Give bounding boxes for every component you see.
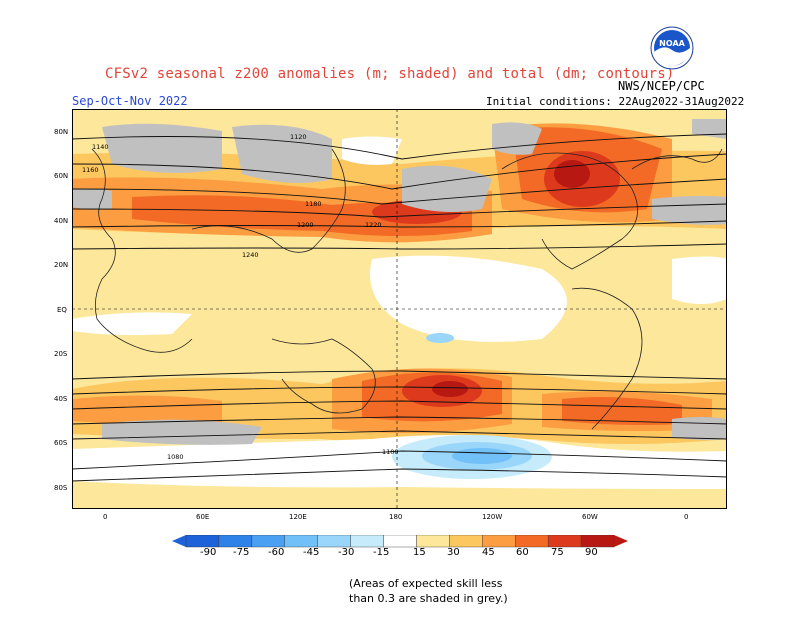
skill-mask-alaska: [492, 122, 542, 155]
skill-mask-south-atlantic: [672, 417, 727, 441]
initial-conditions-label: Initial conditions: 22Aug2022-31Aug2022: [486, 95, 745, 108]
colorbar-swatch: [383, 535, 417, 548]
colorbar-label: -90: [200, 547, 217, 558]
colorbar: [172, 535, 628, 548]
colorbar-swatch: [185, 535, 220, 548]
colorbar-label: 90: [585, 547, 598, 558]
contour-label: 1220: [365, 221, 382, 229]
lon-label: 120W: [482, 513, 503, 521]
colorbar-swatch: [482, 535, 516, 548]
colorbar-swatch: [449, 535, 483, 548]
contour-label: 1120: [290, 133, 307, 141]
skill-mask-west-europe: [72, 188, 112, 210]
lon-label: 0: [103, 513, 108, 521]
logo-text: NOAA: [659, 39, 685, 48]
anomaly-south-atlantic-strong: [562, 397, 682, 425]
anomaly-core-south-pacific-max: [432, 381, 468, 397]
skill-mask-siberia: [232, 124, 332, 183]
colorbar-label: -60: [268, 547, 285, 558]
colorbar-label: -75: [233, 547, 250, 558]
lat-label: EQ: [57, 306, 67, 314]
neutral-zone-arctic: [342, 136, 402, 165]
contour-label: 1240: [242, 251, 259, 259]
colorbar-label: -45: [303, 547, 320, 558]
skill-note-line-2: than 0.3 are shaded in grey.): [349, 592, 508, 605]
height-contours: [72, 133, 727, 482]
skill-mask-eurasia: [102, 123, 222, 173]
colorbar-swatch: [350, 535, 384, 548]
lon-label: 120E: [289, 513, 307, 521]
lat-label: 80N: [54, 128, 69, 136]
lat-label: 80S: [54, 484, 68, 492]
colorbar-label: 60: [516, 547, 529, 558]
agency-label: NWS/NCEP/CPC: [618, 79, 705, 93]
colorbar-swatch: [317, 535, 351, 548]
colorbar-swatch: [251, 535, 285, 548]
contour-label: 1080: [167, 453, 184, 461]
skill-mask-south-indian: [102, 419, 262, 445]
lat-label: 60N: [54, 172, 69, 180]
colorbar-swatch: [284, 535, 318, 548]
contour-label: 1140: [92, 143, 109, 151]
negative-anomaly-tropics: [426, 333, 454, 343]
colorbar-swatch: [547, 535, 582, 548]
lat-label: 60S: [54, 439, 68, 447]
anomaly-core-canada-max: [554, 160, 590, 188]
chart-title: CFSv2 seasonal z200 anomalies (m; shaded…: [105, 66, 675, 82]
colorbar-swatch: [515, 535, 549, 548]
contour-label: 1200: [297, 221, 314, 229]
anomaly-south-indian: [72, 395, 222, 425]
noaa-logo-icon: NOAA: [650, 26, 694, 70]
neutral-zone-indian: [72, 312, 192, 335]
contour-label: 1100: [382, 448, 399, 456]
lon-label: 60W: [582, 513, 598, 521]
neutral-zone-tropical-pacific: [370, 255, 567, 342]
map-grid: [72, 109, 727, 509]
colorbar-label: 75: [551, 547, 564, 558]
colorbar-label: 30: [447, 547, 460, 558]
lat-label: 20S: [54, 350, 68, 358]
colorbar-swatch: [416, 535, 450, 548]
season-label: Sep-Oct-Nov 2022: [72, 94, 188, 108]
lon-label: 180: [389, 513, 403, 521]
skill-note: (Areas of expected skill less than 0.3 a…: [349, 576, 508, 606]
lat-label: 40S: [54, 395, 68, 403]
contour-label: 1180: [305, 200, 322, 208]
skill-mask-atlantic: [652, 195, 727, 225]
lon-label: 60E: [196, 513, 210, 521]
colorbar-swatch: [218, 535, 253, 548]
lat-label: 40N: [54, 217, 69, 225]
anomaly-map: 1120 1140 1160 1180 1200 1220 1240 1080 …: [72, 109, 727, 509]
lon-label: 0: [684, 513, 689, 521]
colorbar-label: 45: [482, 547, 495, 558]
colorbar-swatch: [580, 535, 615, 548]
colorbar-arrow-right: [614, 535, 628, 547]
colorbar-label: -15: [373, 547, 390, 558]
colorbar-label: -30: [338, 547, 355, 558]
skill-note-line-1: (Areas of expected skill less: [349, 577, 503, 590]
contour-labels: 1120 1140 1160 1180 1200 1220 1240 1080 …: [82, 133, 399, 461]
negative-anomaly-strong: [452, 448, 512, 464]
map-frame: [72, 109, 727, 509]
colorbar-arrow-left: [172, 535, 186, 547]
lat-label: 20N: [54, 261, 69, 269]
colorbar-label: 15: [413, 547, 426, 558]
contour-label: 1160: [82, 166, 99, 174]
neutral-zone-atlantic: [672, 256, 727, 304]
